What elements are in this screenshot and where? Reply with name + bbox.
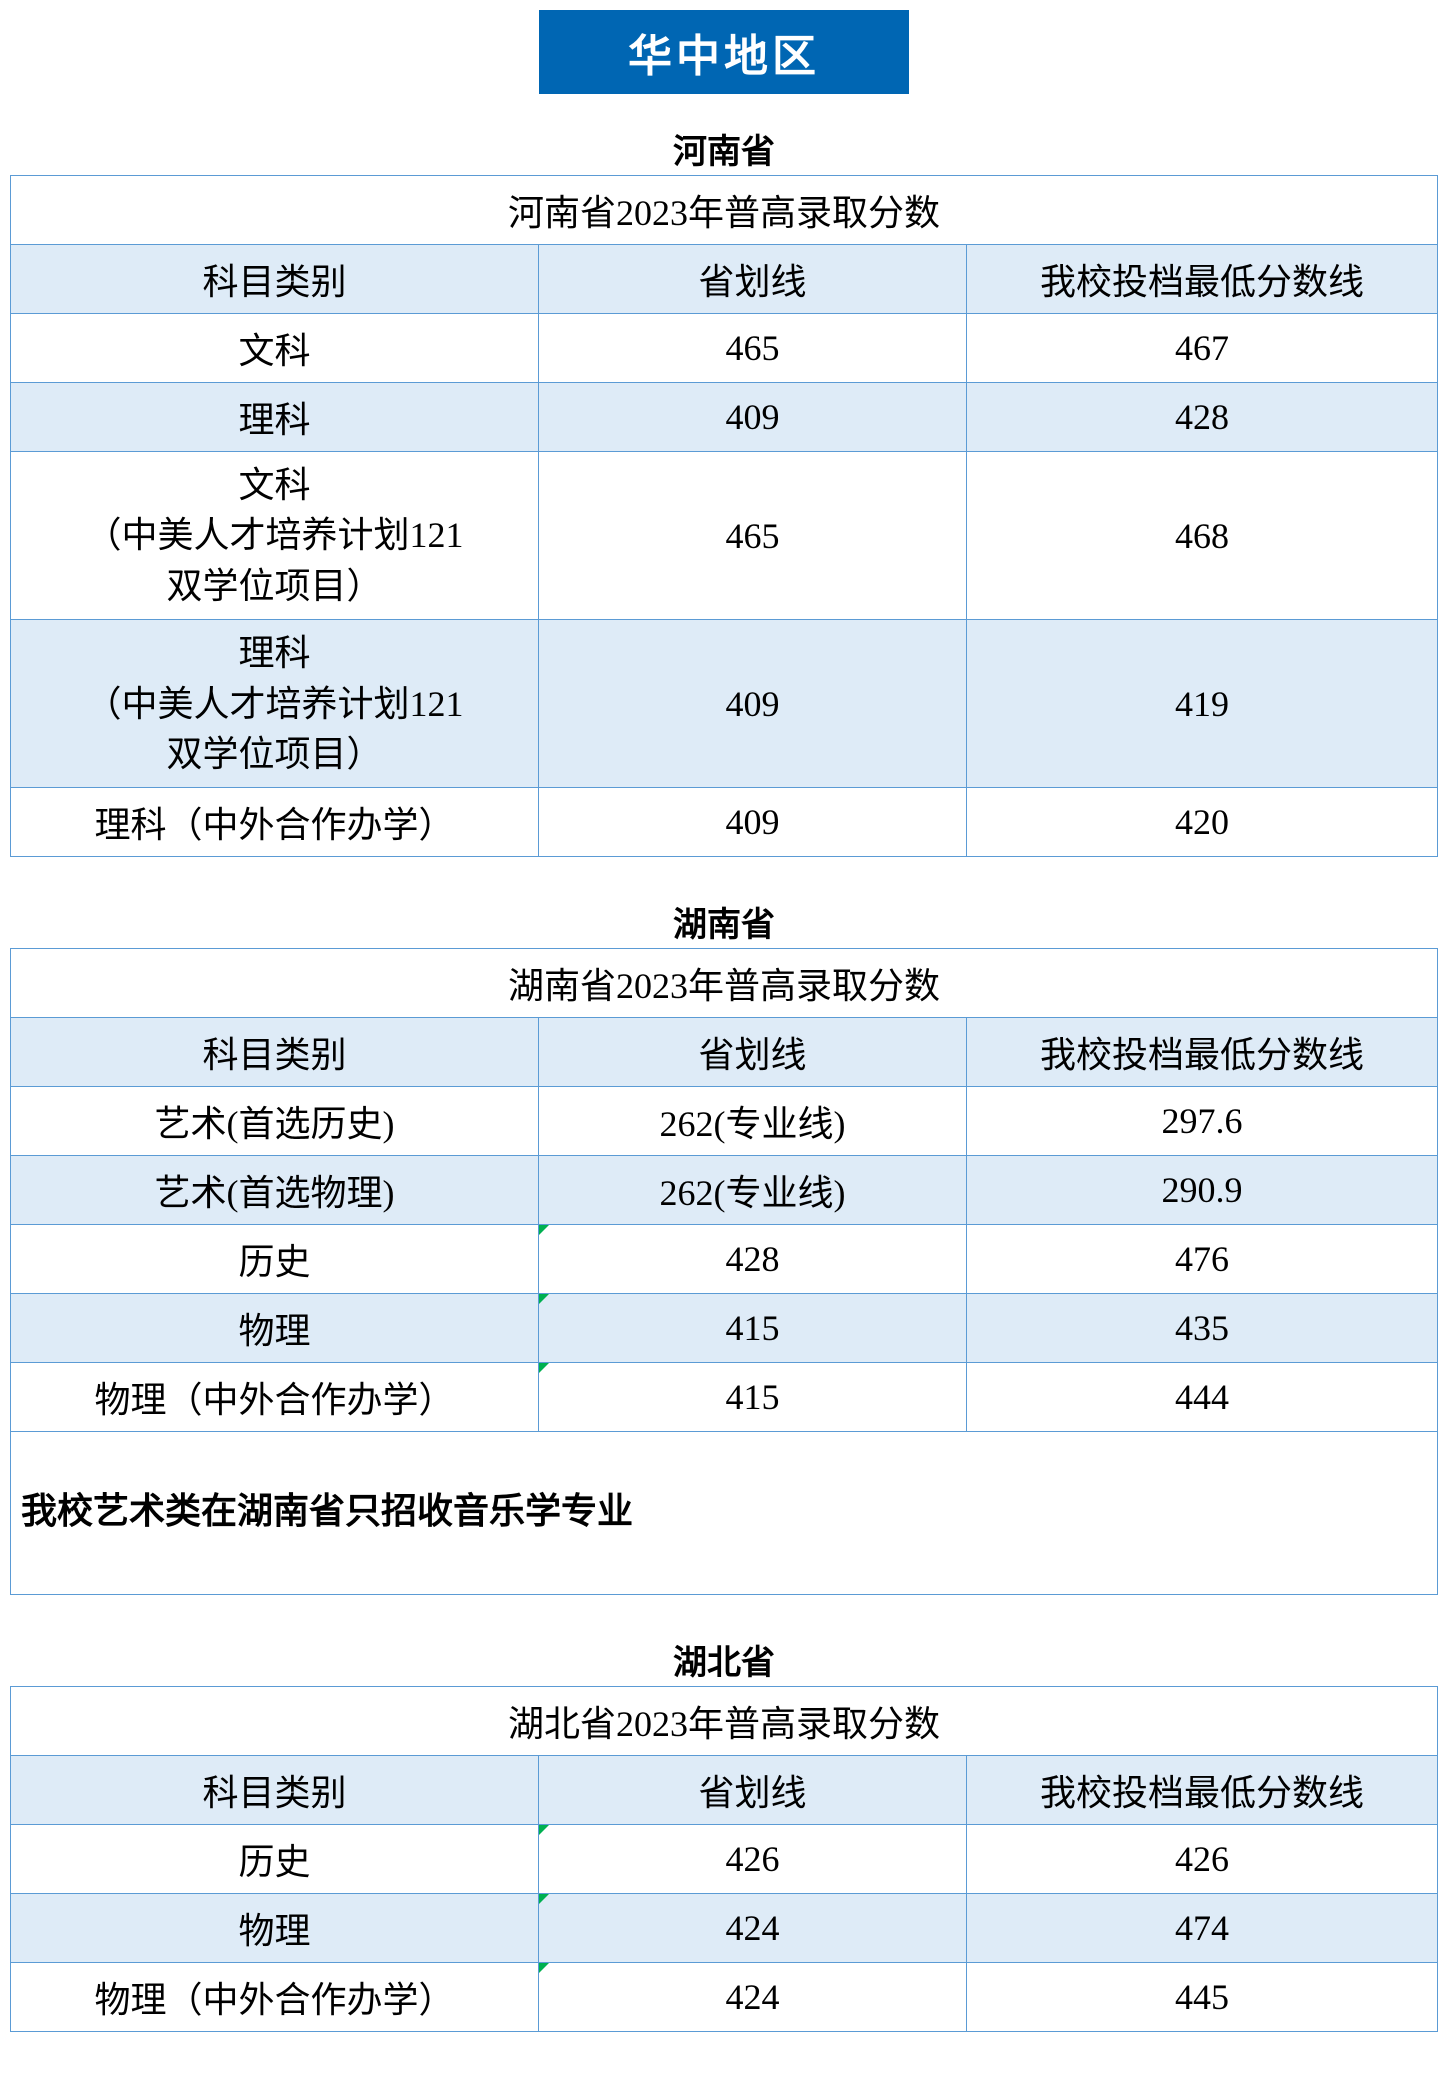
cell-provincial-line: 465 bbox=[538, 314, 966, 383]
cell-school-line: 476 bbox=[967, 1225, 1438, 1294]
score-table: 湖南省2023年普高录取分数科目类别省划线我校投档最低分数线艺术(首选历史)26… bbox=[10, 948, 1438, 1595]
cell-provincial-line: 415 bbox=[538, 1294, 966, 1363]
cell-provincial-line: 424 bbox=[538, 1894, 966, 1963]
cell-provincial-line: 424 bbox=[538, 1963, 966, 2032]
column-header: 省划线 bbox=[538, 1756, 966, 1825]
column-header: 我校投档最低分数线 bbox=[967, 1756, 1438, 1825]
table-row: 物理（中外合作办学）424445 bbox=[11, 1963, 1438, 2032]
cell-provincial-line: 409 bbox=[538, 620, 966, 788]
table-title: 河南省2023年普高录取分数 bbox=[11, 176, 1438, 245]
cell-provincial-line: 465 bbox=[538, 452, 966, 620]
cell-provincial-line: 426 bbox=[538, 1825, 966, 1894]
cell-category: 物理（中外合作办学） bbox=[11, 1963, 539, 2032]
table-row: 艺术(首选历史)262(专业线)297.6 bbox=[11, 1087, 1438, 1156]
cell-school-line: 467 bbox=[967, 314, 1438, 383]
cell-category: 理科 bbox=[11, 383, 539, 452]
table-row: 历史428476 bbox=[11, 1225, 1438, 1294]
cell-school-line: 426 bbox=[967, 1825, 1438, 1894]
cell-category: 艺术(首选物理) bbox=[11, 1156, 539, 1225]
table-title: 湖北省2023年普高录取分数 bbox=[11, 1687, 1438, 1756]
column-header: 我校投档最低分数线 bbox=[967, 1018, 1438, 1087]
cell-school-line: 468 bbox=[967, 452, 1438, 620]
cell-category: 历史 bbox=[11, 1825, 539, 1894]
cell-category: 文科（中美人才培养计划121双学位项目） bbox=[11, 452, 539, 620]
cell-category: 物理（中外合作办学） bbox=[11, 1363, 539, 1432]
column-header: 科目类别 bbox=[11, 1018, 539, 1087]
cell-provincial-line: 409 bbox=[538, 383, 966, 452]
province-name: 河南省 bbox=[10, 124, 1438, 173]
cell-school-line: 428 bbox=[967, 383, 1438, 452]
table-note: 我校艺术类在湖南省只招收音乐学专业 bbox=[11, 1432, 1438, 1595]
cell-category: 物理 bbox=[11, 1294, 539, 1363]
cell-school-line: 297.6 bbox=[967, 1087, 1438, 1156]
column-header: 科目类别 bbox=[11, 245, 539, 314]
cell-provincial-line: 262(专业线) bbox=[538, 1087, 966, 1156]
table-row: 历史426426 bbox=[11, 1825, 1438, 1894]
cell-school-line: 444 bbox=[967, 1363, 1438, 1432]
tables-container: 河南省河南省2023年普高录取分数科目类别省划线我校投档最低分数线文科46546… bbox=[10, 124, 1438, 2032]
column-header: 省划线 bbox=[538, 1018, 966, 1087]
cell-school-line: 419 bbox=[967, 620, 1438, 788]
column-header: 我校投档最低分数线 bbox=[967, 245, 1438, 314]
score-table: 湖北省2023年普高录取分数科目类别省划线我校投档最低分数线历史426426物理… bbox=[10, 1686, 1438, 2032]
table-row: 物理424474 bbox=[11, 1894, 1438, 1963]
column-header: 省划线 bbox=[538, 245, 966, 314]
cell-school-line: 474 bbox=[967, 1894, 1438, 1963]
region-banner: 华中地区 bbox=[539, 10, 909, 94]
cell-school-line: 290.9 bbox=[967, 1156, 1438, 1225]
table-row: 艺术(首选物理)262(专业线)290.9 bbox=[11, 1156, 1438, 1225]
cell-category: 文科 bbox=[11, 314, 539, 383]
cell-provincial-line: 409 bbox=[538, 788, 966, 857]
cell-category: 理科（中外合作办学） bbox=[11, 788, 539, 857]
table-title: 湖南省2023年普高录取分数 bbox=[11, 949, 1438, 1018]
cell-provincial-line: 262(专业线) bbox=[538, 1156, 966, 1225]
table-row: 文科465467 bbox=[11, 314, 1438, 383]
cell-school-line: 435 bbox=[967, 1294, 1438, 1363]
table-row: 文科（中美人才培养计划121双学位项目）465468 bbox=[11, 452, 1438, 620]
cell-provincial-line: 415 bbox=[538, 1363, 966, 1432]
table-row: 物理415435 bbox=[11, 1294, 1438, 1363]
cell-provincial-line: 428 bbox=[538, 1225, 966, 1294]
province-name: 湖北省 bbox=[10, 1635, 1438, 1684]
cell-category: 艺术(首选历史) bbox=[11, 1087, 539, 1156]
cell-category: 理科（中美人才培养计划121双学位项目） bbox=[11, 620, 539, 788]
cell-school-line: 445 bbox=[967, 1963, 1438, 2032]
table-row: 物理（中外合作办学）415444 bbox=[11, 1363, 1438, 1432]
table-row: 理科（中外合作办学）409420 bbox=[11, 788, 1438, 857]
province-name: 湖南省 bbox=[10, 897, 1438, 946]
cell-category: 物理 bbox=[11, 1894, 539, 1963]
cell-category: 历史 bbox=[11, 1225, 539, 1294]
score-table: 河南省2023年普高录取分数科目类别省划线我校投档最低分数线文科465467理科… bbox=[10, 175, 1438, 857]
column-header: 科目类别 bbox=[11, 1756, 539, 1825]
cell-school-line: 420 bbox=[967, 788, 1438, 857]
table-row: 理科（中美人才培养计划121双学位项目）409419 bbox=[11, 620, 1438, 788]
table-row: 理科409428 bbox=[11, 383, 1438, 452]
